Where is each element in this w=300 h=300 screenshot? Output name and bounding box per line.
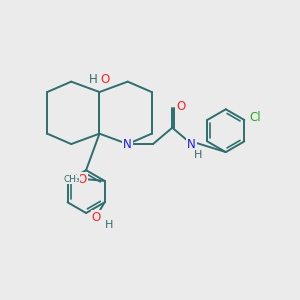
- Text: N: N: [123, 138, 132, 151]
- Text: O: O: [78, 173, 87, 186]
- Text: H: H: [105, 220, 113, 230]
- Text: CH₃: CH₃: [64, 175, 80, 184]
- Text: O: O: [92, 211, 101, 224]
- Text: N: N: [187, 138, 196, 151]
- Text: O: O: [176, 100, 185, 113]
- Text: H: H: [194, 150, 202, 161]
- Text: O: O: [100, 73, 110, 86]
- Text: H: H: [88, 73, 97, 86]
- Text: Cl: Cl: [250, 111, 261, 124]
